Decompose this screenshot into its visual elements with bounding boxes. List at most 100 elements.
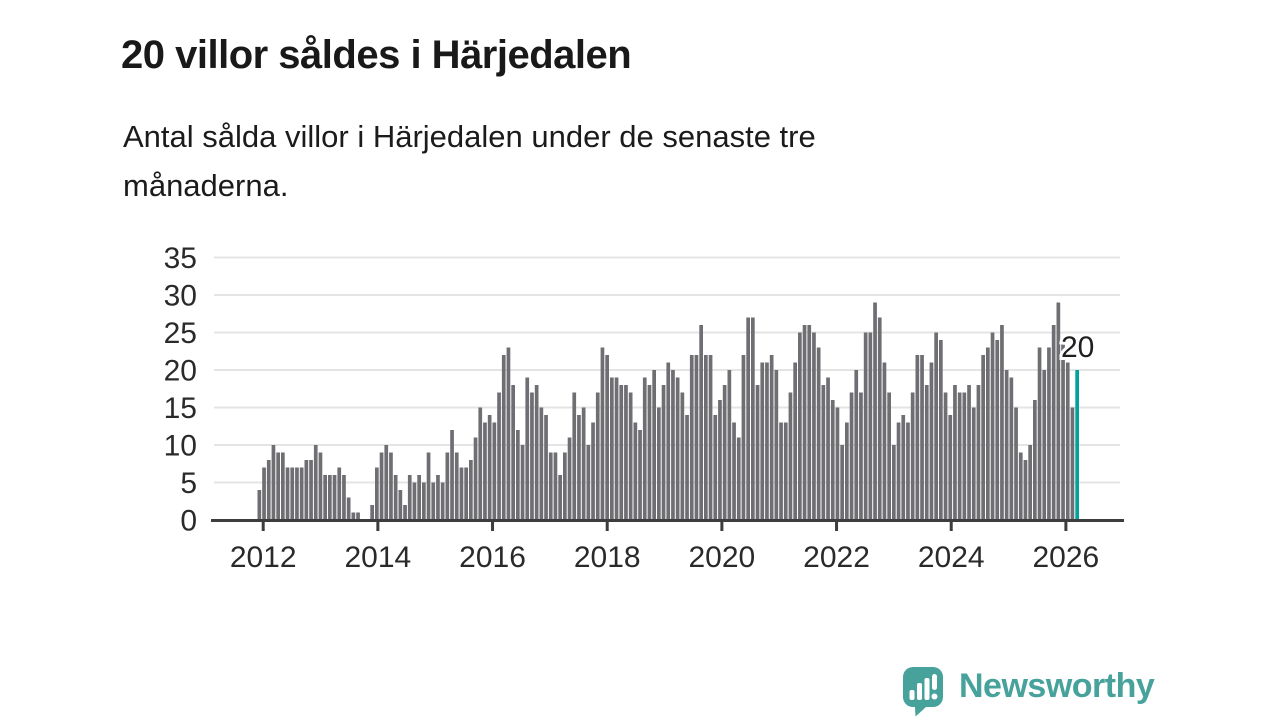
bar [971,407,976,520]
bar [619,385,624,520]
bar [887,392,891,520]
bar [375,467,379,520]
bar [426,452,431,520]
bar [1018,452,1023,520]
bar [953,385,957,520]
bar [765,362,769,520]
bar [1014,407,1018,520]
bar [450,430,454,520]
bar [436,475,440,520]
bar [793,362,797,520]
bar [732,422,736,520]
bar [384,445,389,520]
bar [779,422,783,520]
bar [835,407,840,520]
bar [276,452,280,520]
bar [525,377,530,520]
bar [379,452,384,520]
bar [516,430,520,520]
bar [351,512,356,520]
y-axis-label: 0 [180,505,197,538]
bar [741,355,746,520]
bar [454,452,459,520]
bar [802,325,807,520]
x-axis-label: 2024 [918,541,985,574]
bar [633,422,638,520]
bar [892,445,896,520]
bar [600,347,605,520]
bar [483,422,487,520]
subtitle-line-2: månaderna. [123,168,289,203]
bar [906,422,910,520]
bar [877,317,882,520]
bar [694,355,699,520]
bar [934,332,938,520]
bar [689,355,694,520]
bar [986,347,990,520]
newsworthy-logo: Newsworthy [901,665,1155,717]
bar [943,392,948,520]
bar [572,392,577,520]
bar [487,415,492,520]
bar [863,332,868,520]
bar [328,475,332,520]
bar [896,422,901,520]
bar [948,415,953,520]
bar [342,475,346,520]
bar [671,370,675,520]
logo-bar-1 [909,690,915,700]
bar [849,392,854,520]
bar [812,332,816,520]
bar [826,377,830,520]
bar [478,407,483,520]
bar [962,392,967,520]
bar [976,385,981,520]
bar [727,370,732,520]
bar [769,355,774,520]
bar [783,422,788,520]
bar [440,482,445,520]
bar [915,355,920,520]
x-axis-label: 2012 [230,541,297,574]
bar [299,467,304,520]
bar [1033,400,1037,520]
y-axis-label: 25 [164,317,197,350]
bar [492,422,497,520]
bar [417,475,421,520]
x-axis-label: 2016 [459,541,526,574]
bar [370,505,374,520]
newsworthy-chart-bubble-icon [903,667,943,717]
y-axis-label: 10 [164,430,197,463]
bar [469,460,473,520]
bar [1065,362,1070,520]
bar [398,490,403,520]
bar [675,377,680,520]
bar [346,497,351,520]
x-axis-label: 2014 [344,541,411,574]
bar [501,355,506,520]
bar [1028,445,1032,520]
bar [610,377,614,520]
chart-subtitle: Antal sålda villor i Härjedalen under de… [123,112,816,210]
bar [652,370,656,520]
bar [1023,460,1028,520]
bar [295,467,299,520]
y-axis-label: 35 [164,242,197,275]
x-axis-label: 2022 [803,541,870,574]
bar [520,445,525,520]
bar [567,437,572,520]
bar [685,415,689,520]
bar [356,512,360,520]
bar [548,452,553,520]
bar [497,392,501,520]
x-axis-label: 2020 [689,541,756,574]
bar [788,392,793,520]
y-axis-label: 30 [164,280,197,313]
bar [281,452,285,520]
bar [1004,370,1009,520]
bar [939,340,943,520]
bar [412,482,417,520]
y-axis-label: 5 [180,467,197,500]
x-axis-label: 2018 [574,541,641,574]
